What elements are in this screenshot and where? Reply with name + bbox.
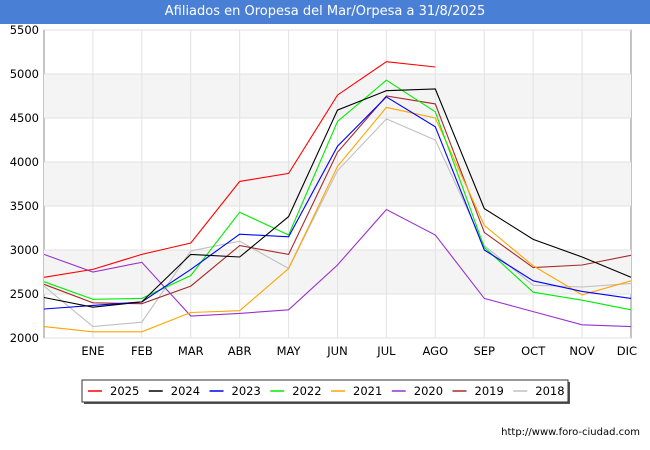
y-tick-label: 5000 xyxy=(10,67,39,81)
legend-label-2022: 2022 xyxy=(292,384,321,398)
x-tick-label: NOV xyxy=(569,344,594,358)
y-tick-label: 5500 xyxy=(10,23,39,37)
legend-label-2020: 2020 xyxy=(414,384,443,398)
x-tick-label: FEB xyxy=(131,344,153,358)
y-tick-label: 4500 xyxy=(10,111,39,125)
legend-box xyxy=(81,379,569,403)
x-tick-label: AGO xyxy=(423,344,449,358)
y-tick-label: 2500 xyxy=(10,287,39,301)
chart-title: Afiliados en Oropesa del Mar/Orpesa a 31… xyxy=(0,0,650,24)
series-line-2020 xyxy=(43,208,632,328)
y-tick-label: 3000 xyxy=(10,243,39,257)
x-tick-label: ENE xyxy=(81,344,104,358)
x-tick-label: OCT xyxy=(521,344,546,358)
legend-label-2023: 2023 xyxy=(232,384,261,398)
series-line-2025 xyxy=(43,61,436,278)
legend-label-2025: 2025 xyxy=(110,384,139,398)
x-tick-label: MAY xyxy=(277,344,302,358)
y-tick-label: 3500 xyxy=(10,199,39,213)
x-tick-label: DIC xyxy=(617,344,637,358)
legend-label-2019: 2019 xyxy=(475,384,504,398)
legend-label-2018: 2018 xyxy=(535,384,564,398)
x-tick-label: ABR xyxy=(228,344,252,358)
legend-label-2024: 2024 xyxy=(171,384,200,398)
source-url[interactable]: http://www.foro-ciudad.com xyxy=(501,427,640,438)
x-tick-label: JUL xyxy=(376,344,396,358)
legend-label-2021: 2021 xyxy=(353,384,382,398)
series-line-2021 xyxy=(43,106,632,333)
series-line-2022 xyxy=(43,79,632,311)
x-tick-label: SEP xyxy=(473,344,495,358)
y-tick-label: 2000 xyxy=(10,331,39,345)
y-tick-label: 4000 xyxy=(10,155,39,169)
series-line-2019 xyxy=(43,95,632,305)
watermark: FORO-CIUDAD.COM xyxy=(188,339,486,369)
series-line-2024 xyxy=(43,88,632,308)
series-line-2018 xyxy=(43,118,632,328)
x-tick-label: MAR xyxy=(178,344,204,358)
x-tick-label: JUN xyxy=(326,344,347,358)
